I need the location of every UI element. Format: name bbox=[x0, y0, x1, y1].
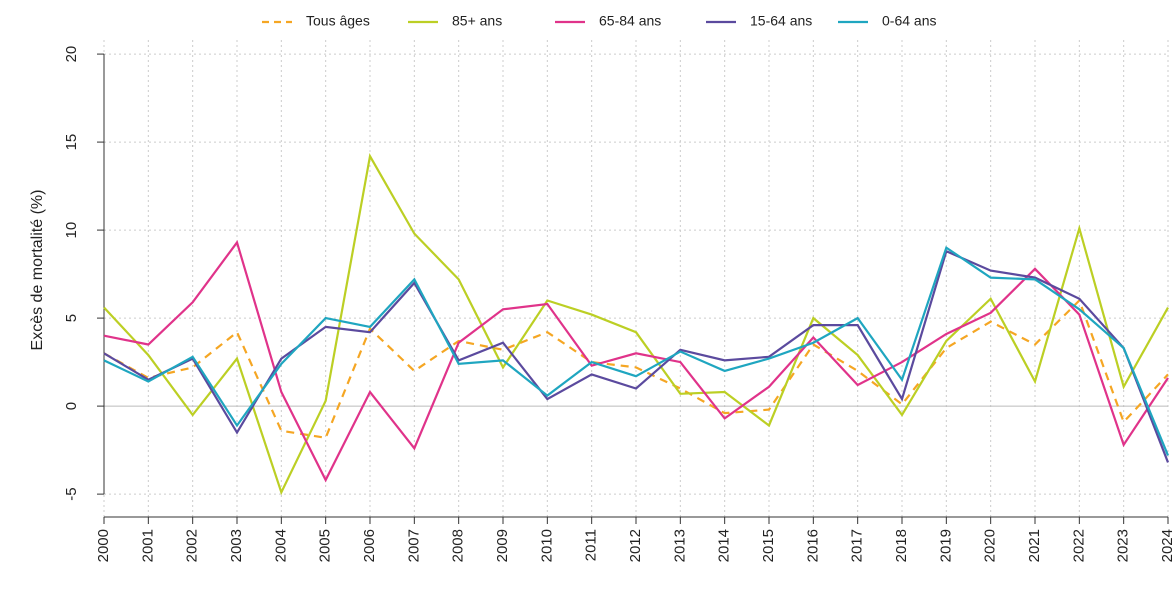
legend-label: Tous âges bbox=[306, 13, 370, 29]
legend-label: 15-64 ans bbox=[750, 13, 812, 29]
x-tick-label: 2018 bbox=[893, 529, 910, 562]
x-tick-label: 2006 bbox=[361, 529, 378, 562]
series-line bbox=[103, 249, 1170, 463]
x-tick-label: 2022 bbox=[1070, 529, 1087, 562]
x-tick-label: 2013 bbox=[671, 529, 688, 562]
x-tick-label: 2024 bbox=[1159, 529, 1174, 562]
series-line bbox=[103, 239, 1169, 483]
x-tick-label: 2019 bbox=[937, 529, 954, 562]
x-tick-label: 2000 bbox=[95, 529, 112, 562]
x-tick-label: 2001 bbox=[139, 529, 156, 562]
series-line bbox=[103, 153, 1169, 496]
x-tick-label: 2014 bbox=[716, 529, 733, 562]
legend-label: 0-64 ans bbox=[882, 13, 936, 29]
y-tick-label: 5 bbox=[63, 314, 80, 322]
legend-label: 85+ ans bbox=[452, 13, 502, 29]
y-tick-label: -5 bbox=[63, 487, 80, 500]
x-tick-label: 2004 bbox=[272, 529, 289, 562]
series-line bbox=[103, 245, 1170, 456]
x-tick-label: 2009 bbox=[494, 529, 511, 562]
x-tick-label: 2011 bbox=[583, 529, 600, 561]
x-tick-label: 2010 bbox=[538, 529, 555, 562]
legend-label: 65-84 ans bbox=[599, 13, 661, 29]
x-tick-label: 2012 bbox=[627, 529, 644, 562]
y-tick-label: 20 bbox=[63, 46, 80, 63]
x-tick-label: 2015 bbox=[760, 529, 777, 562]
y-tick-label: 15 bbox=[63, 134, 80, 151]
y-axis-label: Excès de mortalité (%) bbox=[29, 190, 46, 351]
x-tick-label: 2008 bbox=[450, 529, 467, 562]
x-tick-label: 2005 bbox=[317, 529, 334, 562]
x-tick-label: 2023 bbox=[1115, 529, 1132, 562]
x-tick-label: 2017 bbox=[849, 529, 866, 562]
x-tick-label: 2002 bbox=[184, 529, 201, 562]
x-tick-label: 2003 bbox=[228, 529, 245, 562]
y-tick-label: 0 bbox=[63, 402, 80, 410]
x-tick-label: 2020 bbox=[982, 529, 999, 562]
series-line bbox=[103, 298, 1169, 440]
x-tick-label: 2021 bbox=[1026, 529, 1043, 562]
x-tick-label: 2016 bbox=[804, 529, 821, 562]
y-tick-label: 10 bbox=[63, 222, 80, 239]
x-tick-label: 2007 bbox=[405, 529, 422, 562]
